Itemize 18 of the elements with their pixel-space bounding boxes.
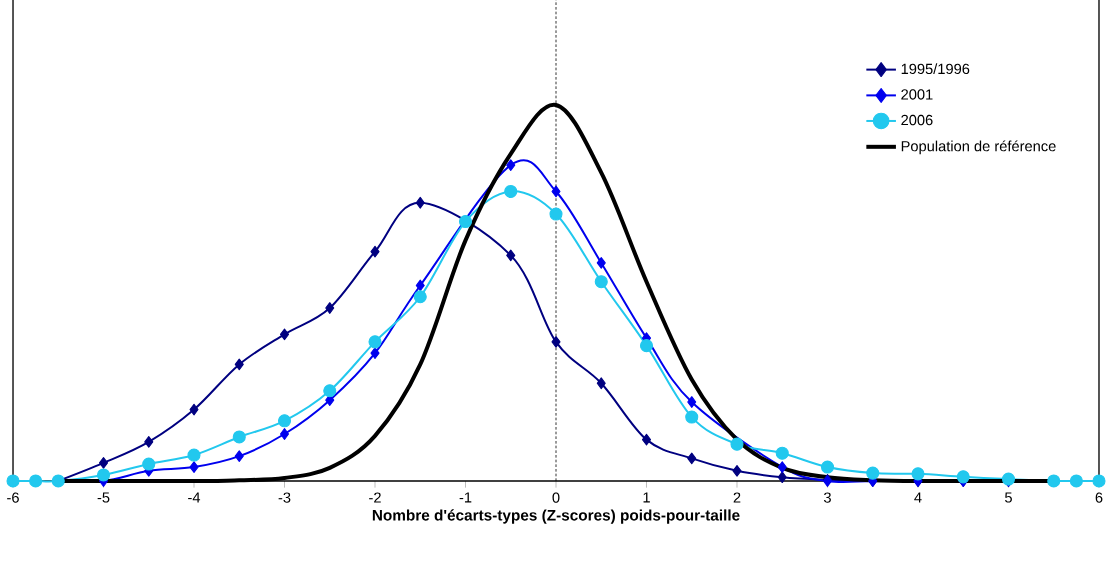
x-tick-label: -4 (188, 492, 201, 503)
legend-label: 1995/1996 (901, 63, 970, 75)
legend-label: 2006 (901, 114, 933, 126)
x-tick-label: -6 (7, 492, 19, 503)
x-tick-label: 0 (552, 492, 560, 503)
x-tick-label: -2 (369, 492, 381, 503)
x-tick-label: -1 (459, 492, 472, 503)
x-tick-label: 3 (823, 492, 831, 503)
x-tick-label: 6 (1095, 492, 1103, 503)
x-tick-label: -3 (278, 492, 291, 503)
x-tick-label: -5 (97, 492, 110, 503)
x-tick-label: 4 (914, 492, 922, 503)
x-axis-title: Nombre d'écarts-types (Z-scores) poids-pour-taille (372, 509, 740, 524)
x-tick-label: 5 (1005, 492, 1012, 503)
legend-label: 2001 (901, 89, 933, 100)
x-tick-label: 2 (733, 492, 741, 503)
x-tick-label: 1 (643, 492, 650, 503)
legend-label: Population de référence (901, 140, 1056, 155)
